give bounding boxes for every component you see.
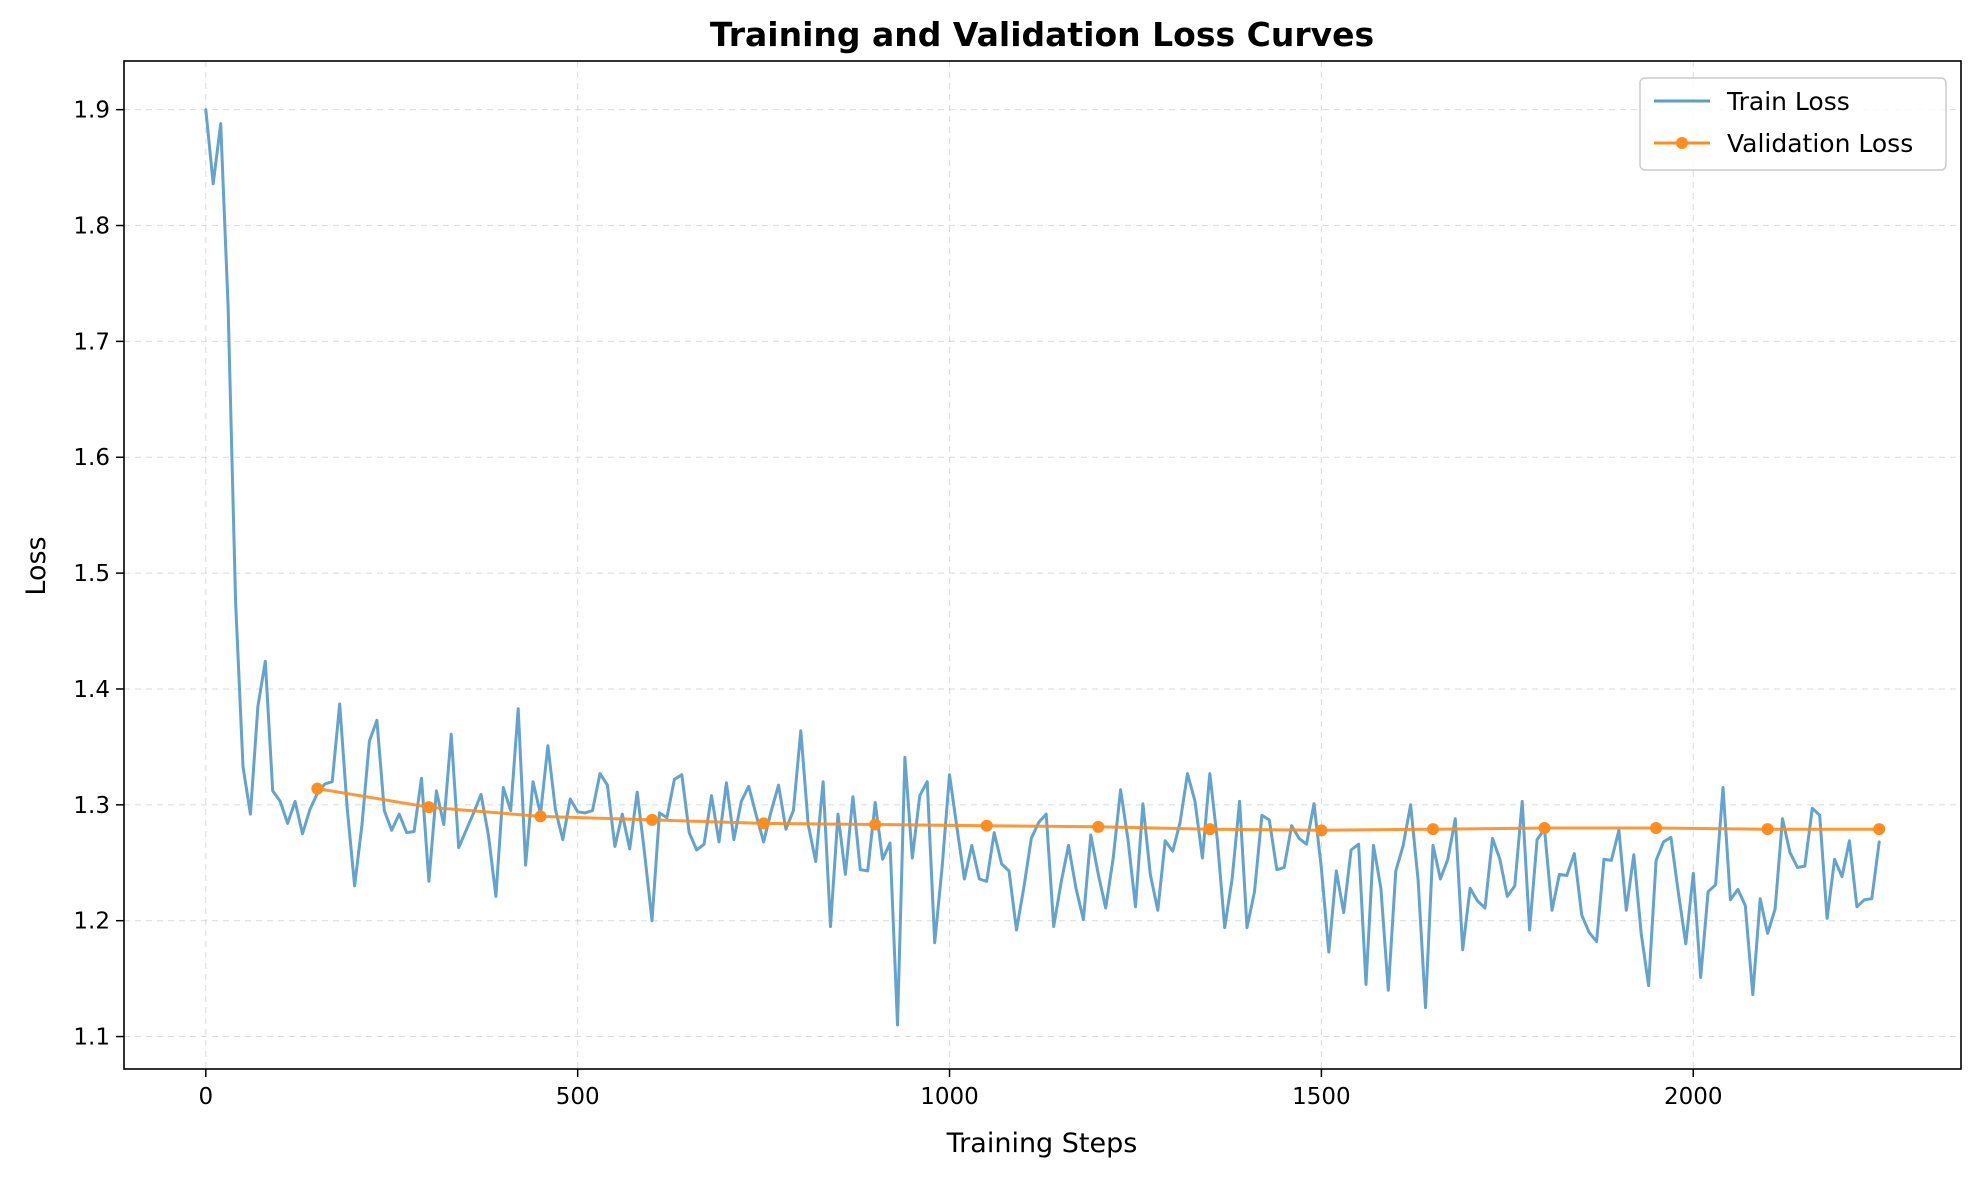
validation-loss-point xyxy=(1203,823,1216,836)
x-axis-label: Training Steps xyxy=(946,1128,1138,1159)
x-tick-label: 1000 xyxy=(920,1084,979,1110)
y-tick-label: 1.4 xyxy=(73,677,110,703)
validation-loss-point xyxy=(980,819,993,832)
y-tick-label: 1.5 xyxy=(73,561,110,587)
validation-loss-point xyxy=(757,817,770,830)
validation-loss-point xyxy=(1426,823,1439,836)
y-tick-label: 1.6 xyxy=(73,445,110,471)
validation-loss-point xyxy=(646,813,659,826)
validation-loss-point xyxy=(1538,822,1551,835)
legend-marker-validation-loss xyxy=(1676,137,1688,149)
validation-loss-point xyxy=(311,782,324,795)
train-loss-line xyxy=(204,108,1881,1027)
y-tick-label: 1.3 xyxy=(73,793,110,819)
y-tick-label: 1.9 xyxy=(73,98,110,124)
grid-layer xyxy=(124,61,1961,1069)
x-tick-label: 500 xyxy=(556,1084,600,1110)
x-tick-label: 0 xyxy=(198,1084,213,1110)
y-tick-label: 1.8 xyxy=(73,214,110,240)
legend-label-train-loss: Train Loss xyxy=(1726,87,1850,116)
tick-layer: 0 500 1000 1500 2000 1.1 1.2 1.3 1.4 1.5 1.6 1.7 1.8… xyxy=(73,98,1722,1110)
validation-loss-point xyxy=(1873,823,1886,836)
legend-label-validation-loss: Validation Loss xyxy=(1727,129,1913,158)
validation-loss-point xyxy=(869,818,882,831)
validation-loss-point xyxy=(422,801,435,814)
x-tick-label: 2000 xyxy=(1664,1084,1723,1110)
y-axis-label: Loss xyxy=(21,536,52,595)
validation-loss-point xyxy=(1650,822,1663,835)
validation-loss-point xyxy=(1092,820,1105,833)
validation-loss-point xyxy=(1315,824,1328,837)
chart-title: Training and Validation Loss Curves xyxy=(710,15,1374,54)
x-tick-label: 1500 xyxy=(1292,1084,1351,1110)
validation-loss-point xyxy=(534,810,547,823)
validation-loss-point xyxy=(1761,823,1774,836)
series-layer xyxy=(204,108,1886,1027)
y-tick-label: 1.7 xyxy=(73,329,110,355)
plot-frame xyxy=(123,60,1962,1070)
y-tick-label: 1.1 xyxy=(73,1025,110,1051)
legend-box xyxy=(1639,77,1947,171)
legend: Train Loss Validation Loss xyxy=(1639,77,1947,171)
y-tick-label: 1.2 xyxy=(73,909,110,935)
